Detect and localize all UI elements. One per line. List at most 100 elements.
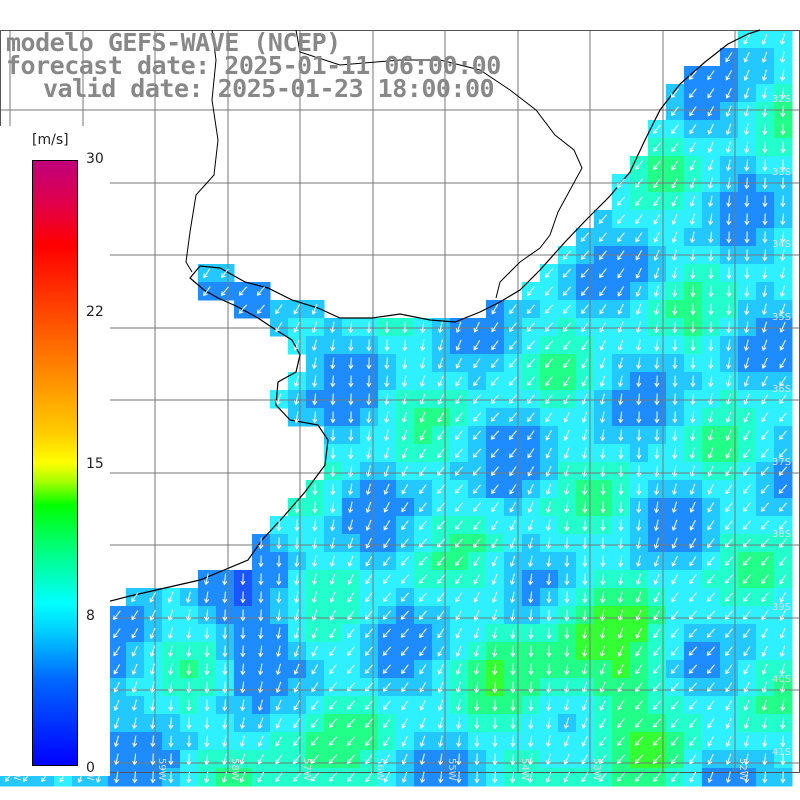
lat-label: 39S [772, 602, 791, 613]
wind-arrow [401, 411, 407, 424]
wind-arrow [257, 771, 265, 783]
wind-arrow [491, 340, 499, 351]
wind-arrow [635, 645, 643, 657]
wind-arrow [383, 736, 391, 747]
wind-arrow [311, 573, 317, 586]
wind-arrow [401, 520, 409, 531]
wind-arrow [780, 681, 786, 694]
wind-arrow [508, 430, 517, 440]
wind-arrow [618, 537, 624, 550]
wind-arrow [580, 286, 589, 296]
wind-arrow [293, 754, 301, 765]
wind-arrow [312, 393, 318, 406]
wind-arrow [618, 465, 624, 478]
wind-arrow [689, 124, 697, 135]
wind-arrow [762, 717, 768, 730]
wind-arrow [563, 465, 569, 478]
wind-arrow [689, 177, 696, 189]
wind-arrow [725, 502, 733, 513]
wind-arrow [437, 610, 445, 621]
wind-arrow [402, 375, 408, 388]
wind-arrow [725, 429, 732, 441]
wind-arrow [455, 592, 463, 603]
wind-arrow [725, 447, 732, 459]
wind-arrow [654, 393, 660, 406]
lon-label: 59W [156, 758, 167, 781]
wind-arrow [762, 735, 768, 748]
wind-arrow [132, 735, 138, 748]
wind-arrow [346, 682, 355, 692]
wind-arrow [725, 484, 733, 495]
wind-arrow [436, 520, 446, 530]
lat-label: 35S [772, 312, 791, 323]
wind-arrow [563, 376, 571, 387]
wind-arrow [707, 700, 715, 711]
wind-arrow [240, 645, 246, 658]
lon-label: 57W [301, 758, 312, 781]
wind-arrow [653, 555, 660, 568]
wind-arrow [544, 322, 554, 332]
wind-arrow [330, 411, 336, 424]
wind-arrow [707, 718, 715, 729]
wind-arrow [779, 627, 786, 639]
wind-arrow [474, 699, 480, 712]
wind-arrow [509, 322, 517, 333]
wind-arrow [652, 754, 661, 764]
wind-arrow [365, 537, 372, 549]
wind-arrow [491, 358, 499, 369]
wind-arrow [617, 357, 623, 370]
wind-arrow [238, 286, 248, 296]
wind-arrow [706, 574, 715, 584]
wind-arrow [456, 735, 462, 748]
wind-arrow [780, 699, 786, 712]
wind-arrow [563, 717, 570, 730]
wind-arrow [490, 376, 499, 386]
wind-arrow [688, 664, 698, 674]
wind-arrow [509, 573, 515, 586]
wind-arrow [275, 772, 283, 783]
wind-arrow [652, 736, 662, 746]
wind-arrow [239, 735, 245, 748]
wind-arrow [724, 538, 733, 548]
lat-label: 32S [772, 94, 791, 105]
wind-arrow [473, 520, 481, 531]
wind-arrow [600, 447, 606, 460]
wind-arrow [472, 430, 481, 440]
wind-arrow [743, 375, 750, 388]
wind-arrow [671, 483, 677, 496]
wind-arrow [708, 303, 714, 316]
wind-arrow [653, 537, 660, 550]
wind-arrow [526, 394, 535, 404]
wind-arrow [222, 591, 228, 604]
wind-arrow [743, 646, 751, 657]
wind-arrow [617, 339, 624, 352]
wind-arrow [366, 339, 372, 352]
wind-arrow [725, 87, 732, 99]
wind-arrow [636, 339, 642, 352]
wind-arrow [312, 537, 318, 550]
wind-arrow [275, 322, 283, 333]
legend-tick: 8 [86, 608, 95, 624]
wind-arrow [562, 268, 572, 278]
wind-arrow [671, 754, 679, 765]
wind-arrow [527, 286, 535, 297]
wind-arrow [600, 501, 606, 514]
wind-arrow [635, 573, 642, 586]
wind-arrow [437, 393, 444, 405]
wind-arrow [708, 231, 714, 244]
wind-arrow [508, 358, 517, 368]
wind-arrow [689, 736, 697, 747]
wind-arrow [455, 375, 463, 387]
wind-arrow [384, 339, 390, 352]
wind-arrow [510, 753, 516, 766]
wind-arrow [510, 591, 516, 604]
wind-arrow [294, 573, 300, 586]
wind-arrow [724, 610, 733, 620]
wind-arrow [761, 393, 769, 405]
wind-arrow [347, 772, 355, 783]
wind-arrow [527, 465, 535, 477]
wind-arrow [437, 411, 445, 423]
wind-arrow [670, 682, 680, 692]
wind-arrow [364, 664, 374, 674]
wind-arrow [149, 609, 156, 621]
